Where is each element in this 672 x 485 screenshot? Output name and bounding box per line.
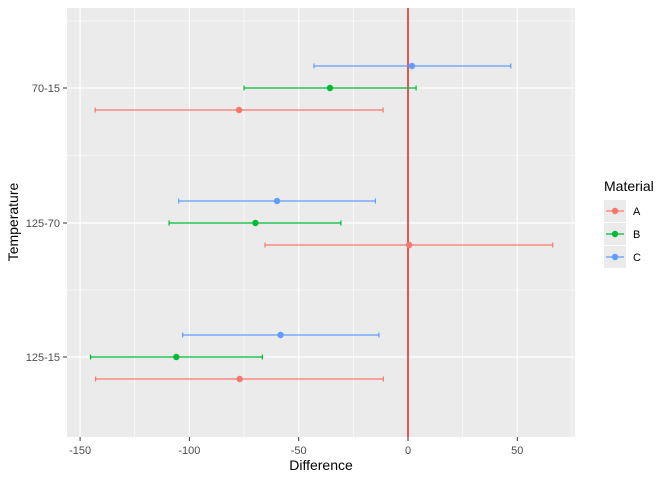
- x-axis-label: Difference: [289, 457, 353, 473]
- point-B: [252, 219, 259, 227]
- point-C: [277, 331, 284, 339]
- legend-key-point: [611, 207, 619, 215]
- point-A: [235, 106, 243, 114]
- x-tick-label: -50: [291, 445, 307, 457]
- y-tick-label: 70-15: [32, 83, 60, 95]
- legend-label: C: [633, 252, 641, 264]
- legend-title: Material: [604, 178, 654, 194]
- point-B: [326, 84, 334, 92]
- point-A: [405, 241, 413, 249]
- y-tick-label: 125-70: [26, 218, 60, 230]
- point-C: [273, 197, 281, 205]
- point-A: [236, 375, 243, 383]
- y-axis-label: Temperature: [5, 182, 21, 261]
- point-C: [408, 62, 416, 70]
- legend-key-point: [611, 253, 619, 261]
- x-tick-label: -150: [69, 445, 91, 457]
- x-tick-label: 50: [511, 445, 523, 457]
- x-tick-label: -100: [178, 445, 200, 457]
- point-B: [173, 353, 180, 361]
- legend-key-point: [611, 230, 619, 238]
- y-tick-label: 125-15: [26, 352, 60, 364]
- legend-label: B: [633, 229, 640, 241]
- legend-label: A: [633, 206, 641, 218]
- x-tick-label: 0: [405, 445, 411, 457]
- legend: Material ABC: [604, 178, 654, 268]
